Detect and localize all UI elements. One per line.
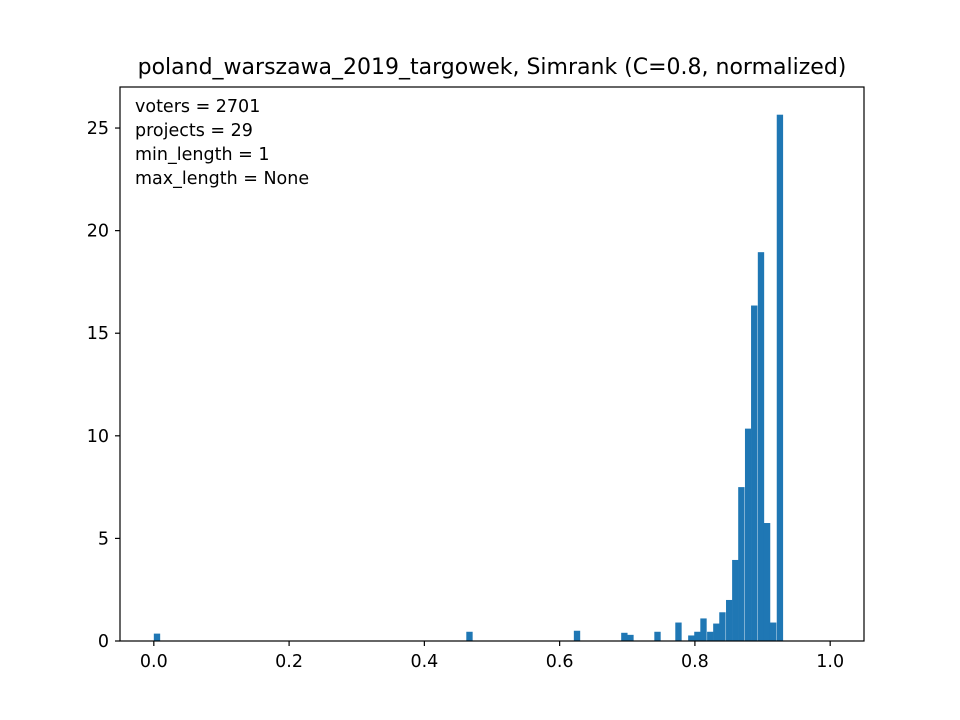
histogram-bar-11: [713, 623, 720, 641]
histogram-bar-19: [763, 523, 771, 641]
histogram-bar-13: [726, 599, 733, 641]
annotation-block: voters = 2701 projects = 29 min_length = 1…: [135, 97, 309, 189]
x-tick-label-1: 0.2: [275, 652, 303, 672]
annotation-line-1: projects = 29: [135, 121, 253, 141]
histogram-bar-12: [719, 612, 726, 641]
y-axis-ticks: 0 5 10 15 20 25: [87, 119, 120, 652]
x-axis-ticks: 0.0 0.2 0.4 0.6 0.8 1.0: [140, 641, 844, 672]
y-tick-label-2: 10: [87, 427, 109, 447]
annotation-line-2: min_length = 1: [135, 145, 269, 165]
histogram-bar-2: [573, 630, 581, 641]
histogram-bar-10: [707, 631, 714, 641]
histogram-bar-5: [654, 631, 661, 641]
histogram-bar-0: [153, 633, 161, 641]
y-tick-label-3: 15: [87, 324, 109, 344]
y-tick-label-1: 5: [98, 529, 109, 549]
histogram-bar-4: [627, 634, 634, 641]
x-tick-label-0: 0.0: [140, 652, 168, 672]
histogram-bar-16: [744, 428, 752, 641]
histogram-bar-18: [757, 252, 765, 641]
histogram-bar-3: [621, 632, 628, 641]
x-tick-label-4: 0.8: [681, 652, 709, 672]
bars-group: [153, 114, 784, 641]
histogram-bar-1: [466, 631, 473, 641]
y-tick-label-0: 0: [98, 632, 109, 652]
plot-frame: [119, 86, 865, 642]
histogram-bar-21: [776, 114, 784, 641]
histogram-bar-17: [751, 305, 758, 641]
x-tick-label-3: 0.6: [546, 652, 574, 672]
histogram-bar-8: [694, 631, 701, 641]
histogram-bar-20: [769, 622, 777, 641]
chart-title: poland_warszawa_2019_targowek, Simrank (…: [138, 55, 847, 80]
histogram-bar-7: [688, 635, 695, 641]
histogram-bar-15: [738, 487, 745, 641]
histogram-bar-14: [732, 559, 739, 641]
y-tick-label-4: 20: [87, 222, 109, 242]
x-tick-label-5: 1.0: [816, 652, 844, 672]
annotation-line-3: max_length = None: [135, 169, 309, 189]
y-tick-label-5: 25: [87, 119, 109, 139]
annotation-line-0: voters = 2701: [135, 97, 260, 117]
histogram-bar-6: [675, 622, 682, 641]
histogram-bar-9: [700, 618, 707, 641]
x-tick-label-2: 0.4: [410, 652, 438, 672]
